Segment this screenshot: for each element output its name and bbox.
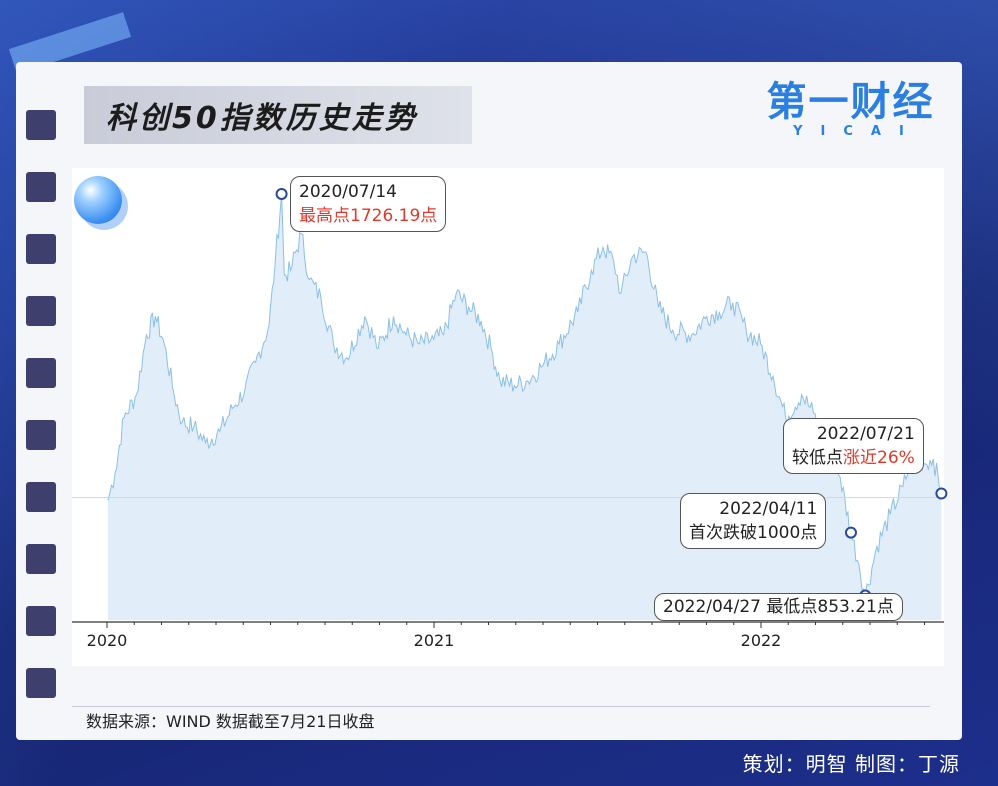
series-line [107, 193, 942, 596]
x-tick-label: 2021 [414, 631, 455, 650]
x-tick-label: 2022 [741, 631, 782, 650]
peak-label: 最高点1726.19点 [299, 206, 438, 226]
peak-date: 2020/07/14 [299, 182, 397, 202]
latest-callout: 2022/07/21 较低点涨近26% [783, 418, 924, 474]
latest-date: 2022/07/21 [816, 424, 915, 444]
film-hole [26, 420, 56, 450]
source-divider [72, 706, 930, 707]
low-callout: 2022/04/27 最低点853.21点 [654, 593, 903, 621]
area-fill [107, 194, 942, 620]
latest-label-prefix: 较低点 [792, 448, 843, 468]
peak-callout: 2020/07/14 最高点1726.19点 [290, 176, 447, 232]
film-hole [26, 668, 56, 698]
yicai-logo: 第一财经 YICAI [763, 80, 938, 150]
x-tick-label: 2020 [87, 631, 128, 650]
data-source: 数据来源：WIND 数据截至7月21日收盘 [86, 712, 375, 731]
logo-sub-text: YICAI [793, 124, 922, 139]
annotation-marker [935, 487, 948, 500]
latest-label-highlight: 涨近26% [843, 448, 915, 468]
film-hole [26, 544, 56, 574]
film-hole [26, 358, 56, 388]
film-hole [26, 482, 56, 512]
annotation-marker [275, 187, 288, 200]
low-label: 2022/04/27 最低点853.21点 [663, 597, 894, 617]
title-banner: 科创50指数历史走势 [84, 86, 472, 144]
film-hole [26, 172, 56, 202]
first-break-callout: 2022/04/11 首次跌破1000点 [680, 493, 827, 549]
first-break-date: 2022/04/11 [719, 499, 818, 519]
decorative-orb [74, 176, 122, 224]
first-break-label: 首次跌破1000点 [689, 523, 818, 543]
film-hole [26, 110, 56, 140]
logo-main-text: 第一财经 [766, 79, 935, 125]
film-hole [26, 296, 56, 326]
film-hole [26, 606, 56, 636]
chart-title: 科创50指数历史走势 [106, 101, 418, 136]
film-hole [26, 234, 56, 264]
credits: 策划：明智 制图：丁源 [742, 752, 960, 776]
annotation-marker [844, 526, 857, 539]
